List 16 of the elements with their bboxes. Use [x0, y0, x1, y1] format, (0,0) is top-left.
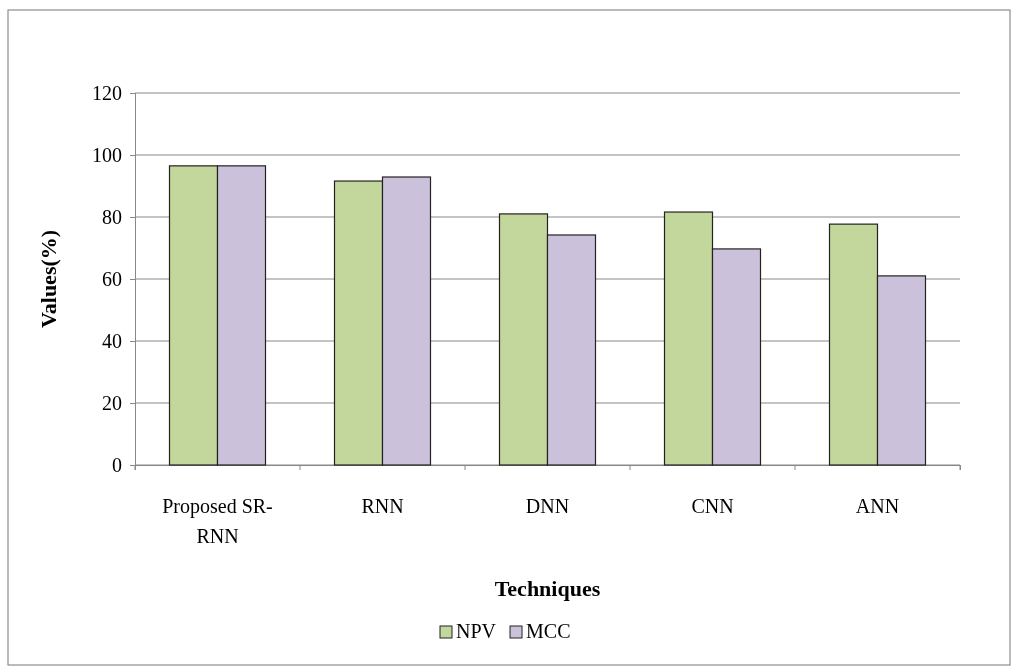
legend-label: MCC — [526, 620, 571, 642]
x-tick-label: CNN — [691, 495, 734, 517]
y-tick-label: 80 — [102, 205, 122, 228]
y-tick-label: 60 — [102, 267, 122, 290]
legend-label: NPV — [456, 620, 497, 642]
x-tick-label: DNN — [525, 495, 570, 517]
y-tick-label: 100 — [92, 143, 122, 166]
x-axis-title: Techniques — [494, 576, 601, 601]
y-tick-label: 40 — [102, 329, 122, 352]
y-axis-title: Values(%) — [36, 229, 61, 329]
x-tick-label: ANN — [855, 495, 900, 517]
y-tick-label: 20 — [102, 391, 122, 414]
x-tick-label: RNN — [361, 495, 404, 517]
x-tick-label: Proposed SR-RNN — [162, 495, 273, 547]
y-tick-label: 0 — [112, 453, 122, 476]
y-tick-label: 120 — [92, 81, 122, 104]
